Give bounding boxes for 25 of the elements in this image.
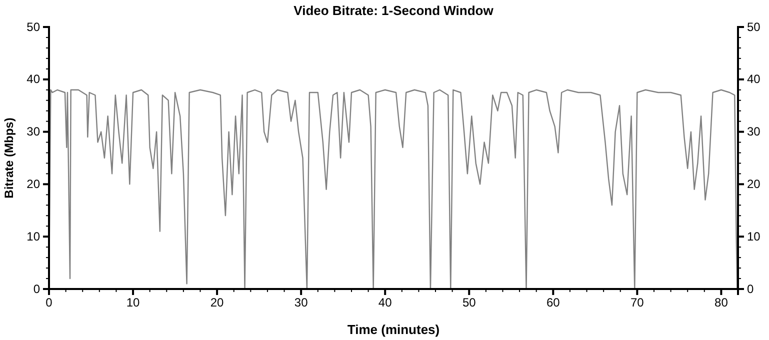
y2-tick-label: 20 [747, 177, 761, 192]
y2-tick-label: 40 [747, 72, 761, 86]
x-tick-label: 40 [378, 296, 392, 310]
y2-tick-label: 10 [747, 229, 761, 244]
x-tick-label: 60 [546, 296, 560, 310]
chart-title: Video Bitrate: 1-Second Window [294, 3, 494, 18]
x-tick-label: 70 [630, 296, 644, 310]
y-tick-label: 50 [26, 20, 40, 34]
y2-tick-label: 50 [747, 20, 761, 34]
x-tick-label: 50 [462, 296, 476, 310]
y2-tick-label: 30 [747, 124, 761, 139]
x-tick-label: 10 [126, 296, 140, 310]
y-tick-label: 0 [33, 282, 40, 296]
y-axis-title: Bitrate (Mbps) [2, 118, 16, 198]
x-axis-title: Time (minutes) [347, 322, 440, 337]
y-tick-label: 10 [26, 229, 40, 244]
x-tick-label: 20 [210, 296, 224, 310]
x-tick-label: 30 [294, 296, 308, 310]
x-tick-label: 80 [714, 296, 728, 310]
y-tick-label: 20 [26, 177, 40, 192]
y-tick-label: 30 [26, 124, 40, 139]
y-tick-label: 40 [26, 72, 40, 86]
y2-tick-label: 0 [747, 282, 754, 296]
line-series [48, 89, 738, 290]
x-tick-label: 0 [46, 296, 53, 310]
